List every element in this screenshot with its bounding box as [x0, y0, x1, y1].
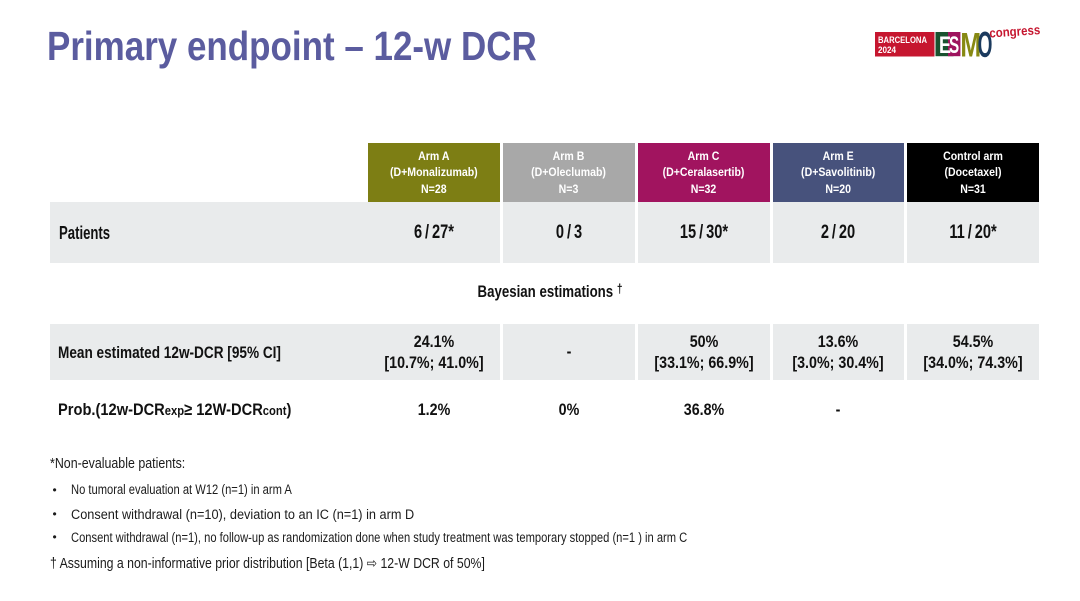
svg-text:E: E: [939, 32, 951, 59]
svg-text:S: S: [949, 32, 959, 59]
svg-text:BARCELONA: BARCELONA: [878, 35, 927, 45]
svg-text:M: M: [960, 27, 981, 62]
svg-text:congress: congress: [989, 26, 1041, 41]
svg-text:2024: 2024: [878, 45, 897, 55]
svg-text:O: O: [978, 26, 993, 62]
